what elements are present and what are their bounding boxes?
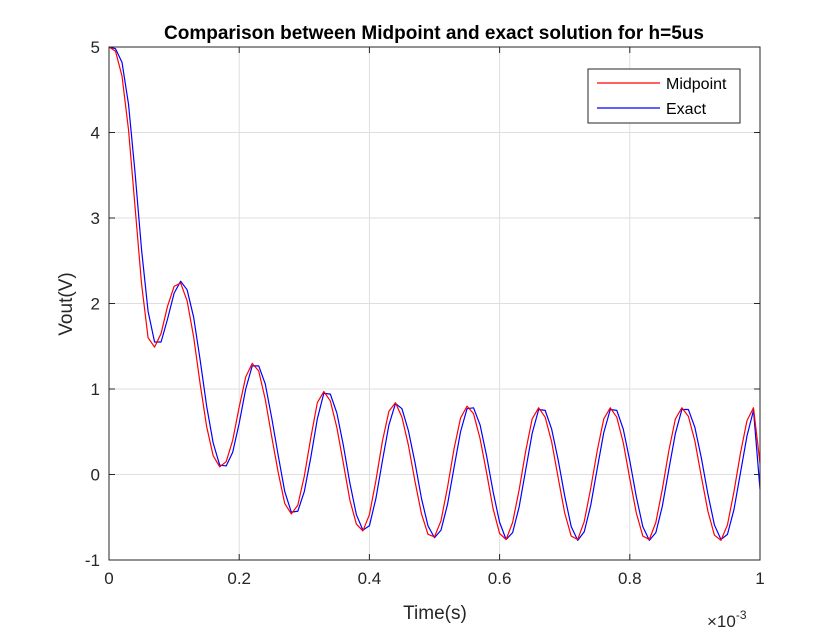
y-tick-label: 5 xyxy=(91,38,100,57)
x-tick-label: 0.6 xyxy=(488,569,512,588)
x-exponent-power: -3 xyxy=(736,608,747,622)
series-line-exact xyxy=(108,46,761,541)
grid-lines xyxy=(108,46,761,561)
y-tick-label: -1 xyxy=(85,551,100,570)
legend-label-midpoint: Midpoint xyxy=(666,76,727,93)
x-tick-label: 0.2 xyxy=(227,569,251,588)
legend-label-exact: Exact xyxy=(666,101,707,118)
x-axis-exponent: ×10-3 xyxy=(707,608,747,630)
legend: Midpoint Exact xyxy=(587,68,741,124)
plot-area xyxy=(108,46,761,541)
y-tick-label: 2 xyxy=(91,295,100,314)
series-line-midpoint xyxy=(108,46,761,541)
legend-box xyxy=(587,68,741,124)
y-tick-label: 4 xyxy=(91,124,100,143)
x-tick-label: 0.8 xyxy=(618,569,642,588)
y-tick-label: 3 xyxy=(91,209,100,228)
x-tick-label: 0 xyxy=(104,569,113,588)
y-axis-label: Vout(V) xyxy=(56,272,77,335)
ticks xyxy=(108,46,761,561)
x-axis-label: Time(s) xyxy=(403,603,467,624)
x-tick-label: 0.4 xyxy=(358,569,382,588)
y-tick-label: 1 xyxy=(91,380,100,399)
y-tick-label: 0 xyxy=(91,466,100,485)
x-exponent-base: ×10 xyxy=(707,612,736,630)
y-tick-labels: -1 0 1 2 3 4 5 xyxy=(85,38,100,570)
x-tick-label: 1 xyxy=(755,569,764,588)
chart-title: Comparison between Midpoint and exact so… xyxy=(164,23,704,44)
x-tick-labels: 0 0.2 0.4 0.6 0.8 1 xyxy=(104,569,764,588)
